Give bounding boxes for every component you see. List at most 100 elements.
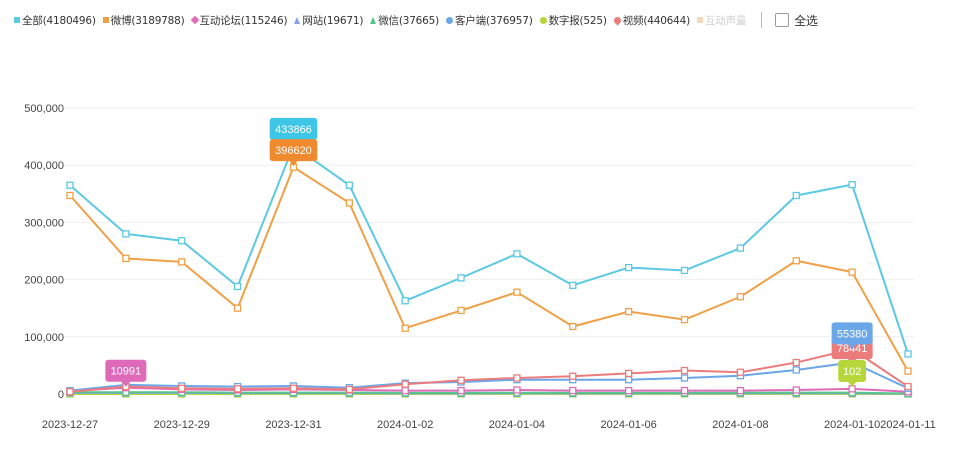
legend-marker-icon xyxy=(539,16,547,24)
legend-label: 互动论坛(115246) xyxy=(199,14,288,27)
series-line xyxy=(69,144,909,355)
data-point xyxy=(457,274,465,282)
data-point xyxy=(513,386,521,394)
data-point xyxy=(736,368,745,376)
callout-pointer xyxy=(289,161,298,167)
legend-item[interactable]: 视频(440644) xyxy=(612,13,691,28)
data-point xyxy=(233,385,242,393)
data-point xyxy=(736,244,745,252)
data-point xyxy=(401,386,409,395)
legend-item[interactable]: 微博(3189788) xyxy=(102,13,185,28)
legend-item[interactable]: 客户端(376957) xyxy=(446,13,533,28)
data-point xyxy=(848,180,856,189)
callout-label: 55380 xyxy=(837,328,868,340)
x-tick-label: 2023-12-31 xyxy=(265,419,321,431)
callout-label: 433866 xyxy=(275,124,312,136)
data-point xyxy=(178,237,186,245)
callout-pointer xyxy=(848,381,857,387)
select-all-toggle[interactable]: 全选 xyxy=(775,12,818,29)
data-point xyxy=(569,386,577,395)
x-tick-label: 2024-01-10 xyxy=(824,419,880,431)
data-point xyxy=(792,257,800,265)
select-all-checkbox[interactable] xyxy=(775,13,790,27)
data-point xyxy=(736,293,745,301)
data-point xyxy=(457,376,465,384)
legend-label: 客户端(376957) xyxy=(455,14,533,27)
x-tick-label: 2024-01-11 xyxy=(880,419,935,431)
data-callout: 102 xyxy=(838,359,867,387)
data-point xyxy=(122,230,130,238)
legend-label: 互动声量 xyxy=(705,14,747,27)
data-point xyxy=(233,304,242,312)
legend-item[interactable]: 微信(37665) xyxy=(370,13,439,28)
data-point xyxy=(457,306,465,315)
legend-label: 数字报(525) xyxy=(548,14,607,27)
x-tick-label: 2023-12-29 xyxy=(154,419,210,431)
legend-marker-icon xyxy=(294,16,301,24)
data-point xyxy=(569,322,577,331)
callout-label: 10991 xyxy=(111,366,142,378)
data-callout: 433866 xyxy=(269,117,318,145)
legend-divider xyxy=(761,12,763,28)
data-point xyxy=(848,268,856,276)
data-point xyxy=(904,350,912,358)
data-point xyxy=(513,288,521,296)
data-point xyxy=(680,386,689,395)
callout-box xyxy=(269,139,318,162)
data-point xyxy=(513,250,521,258)
data-point xyxy=(66,388,74,396)
y-tick-label: 0 xyxy=(58,389,64,401)
data-point xyxy=(904,382,912,391)
data-point xyxy=(736,386,745,395)
legend-item[interactable]: 全部(4180496) xyxy=(14,13,96,28)
callout-label: 102 xyxy=(843,366,861,378)
series-line xyxy=(69,166,909,372)
data-callout: 55380 xyxy=(831,322,873,350)
data-point xyxy=(122,254,130,263)
series-line xyxy=(69,348,909,393)
data-point xyxy=(569,372,577,380)
legend-label: 网站(19671) xyxy=(302,14,364,27)
legend-marker-icon xyxy=(14,17,20,23)
data-point xyxy=(792,366,800,374)
callout-box xyxy=(105,359,147,382)
callout-box xyxy=(269,117,318,140)
data-point xyxy=(625,369,633,378)
x-tick-label: 2024-01-04 xyxy=(489,419,545,431)
legend-marker-icon xyxy=(697,17,704,23)
data-point xyxy=(457,386,465,395)
legend-item[interactable]: 数字报(525) xyxy=(539,13,607,28)
data-point xyxy=(792,358,800,367)
legend-item[interactable]: 网站(19671) xyxy=(294,13,363,28)
x-tick-label: 2024-01-06 xyxy=(601,419,657,431)
data-point xyxy=(401,297,409,305)
legend-item[interactable]: 互动声量 xyxy=(697,13,746,28)
data-point xyxy=(569,281,577,289)
data-callout: 396620 xyxy=(269,139,318,167)
data-point xyxy=(792,386,800,394)
data-point xyxy=(178,384,186,392)
callout-pointer xyxy=(848,344,857,350)
data-point xyxy=(345,199,353,207)
callout-pointer xyxy=(121,381,130,387)
data-point xyxy=(680,266,689,275)
data-callout: 10991 xyxy=(105,359,147,387)
data-point xyxy=(625,263,633,272)
y-tick-label: 200,000 xyxy=(24,275,64,287)
y-tick-label: 300,000 xyxy=(24,217,64,229)
callout-box xyxy=(831,322,873,345)
callout-box xyxy=(838,359,867,382)
legend-marker-icon xyxy=(370,16,377,24)
legend-label: 视频(440644) xyxy=(622,14,691,27)
data-point xyxy=(680,374,689,382)
legend-items: 全部(4180496) 微博(3189788) 互动论坛(115246) 网站(196… xyxy=(14,13,746,28)
data-point xyxy=(680,366,689,375)
data-point xyxy=(401,324,409,332)
x-tick-label: 2024-01-08 xyxy=(712,419,768,431)
data-point xyxy=(625,307,633,316)
legend-marker-icon xyxy=(446,16,454,24)
legend-item[interactable]: 互动论坛(115246) xyxy=(190,13,288,28)
legend-label: 微博(3189788) xyxy=(110,14,185,27)
data-point xyxy=(345,181,353,189)
